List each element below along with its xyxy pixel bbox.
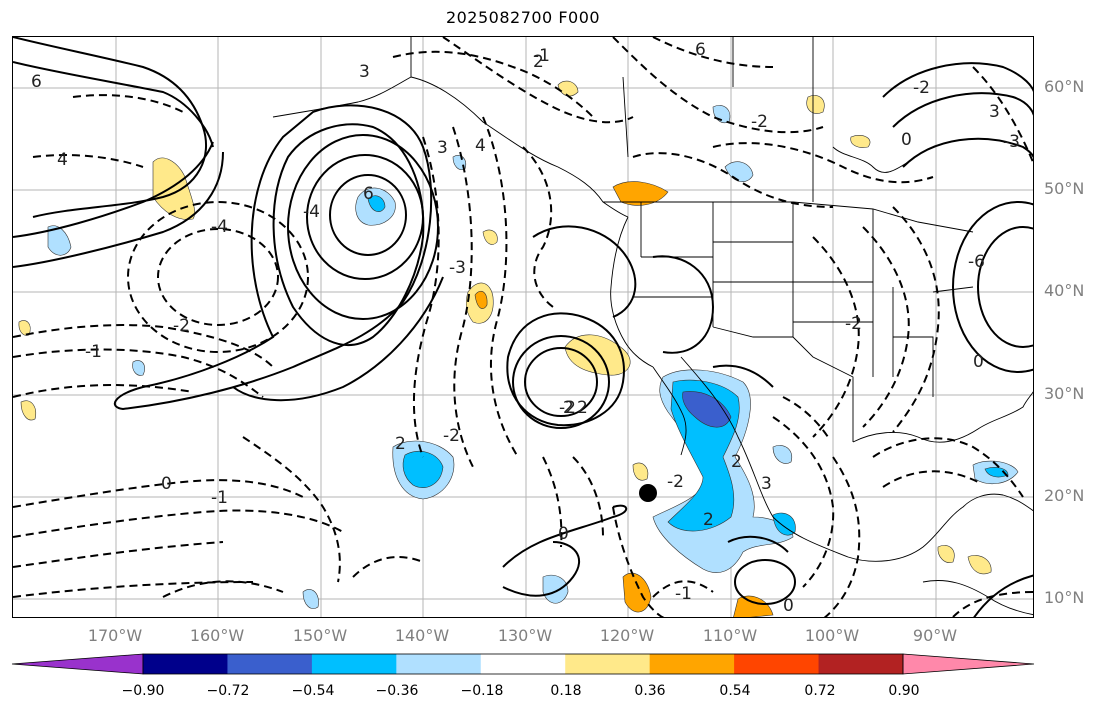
central-america-coast (922, 580, 1033, 616)
contour-label: 2 (533, 52, 544, 72)
high-atlantic (977, 226, 1033, 348)
colorbar-tick-label: 0.18 (550, 683, 582, 699)
contour-label: -4 (211, 217, 228, 237)
contour-label: 3 (989, 102, 1000, 122)
lon-label-150w: 150°W (292, 626, 348, 645)
contour-label: 0 (973, 352, 984, 372)
contour-label: -1 (85, 342, 102, 362)
colorbar-bin (311, 654, 397, 674)
high-north-pacific (329, 174, 407, 256)
map-panel: 6 3 6 0 -1 2 -2 4 3 6 -4 -2 3 -3 4 -4 2 … (12, 36, 1034, 618)
colorbar-tick-label: 0.36 (634, 683, 666, 699)
negative-contours (13, 37, 1033, 617)
contour-label: 6 (363, 184, 374, 204)
colorbar-tick-label: −0.54 (291, 683, 335, 699)
colorbar-extend-low (11, 653, 144, 675)
contour-label: -2 (913, 78, 930, 98)
shade-deep-negative (682, 391, 732, 428)
contour-label: -2 (173, 316, 190, 336)
contour-label: 4 (475, 136, 486, 156)
contour-label: -2 (751, 112, 768, 132)
lon-label-120w: 120°W (599, 626, 655, 645)
colorbar-bin (818, 654, 904, 674)
colorbar-tick-label: −0.72 (206, 683, 250, 699)
contour-label: 3 (437, 138, 448, 158)
contour-label: 2 (563, 398, 574, 418)
colorbar-extend-high (902, 653, 1035, 675)
contour-label: 6 (31, 72, 42, 92)
colorbar-tick-label: −0.36 (375, 683, 419, 699)
contour-label: 0 (558, 524, 569, 544)
contour-label: 2 (703, 510, 714, 530)
contour-label: -1 (533, 46, 550, 66)
lon-label-160w: 160°W (189, 626, 245, 645)
lon-label-130w: 130°W (497, 626, 553, 645)
contour-label: 3 (359, 62, 370, 82)
lon-label-100w: 100°W (804, 626, 860, 645)
colorbar-tick-label: 0.90 (888, 683, 920, 699)
contour-label: -3 (1003, 132, 1020, 152)
lat-label-10n: 10°N (1044, 588, 1085, 607)
map-title: 2025082700 F000 (445, 8, 601, 27)
contour-label: 4 (57, 150, 68, 170)
lon-label-110w: 110°W (702, 626, 758, 645)
lat-label-50n: 50°N (1044, 179, 1085, 198)
shade-positive-north-pacific (152, 157, 196, 220)
pacific-nw-coast (610, 216, 654, 368)
contour-label: 0 (783, 596, 794, 616)
contour-label: -2 (559, 398, 576, 418)
canada-rockies (622, 37, 814, 202)
map-canvas: 6 3 6 0 -1 2 -2 4 3 6 -4 -2 3 -3 4 -4 2 … (13, 37, 1033, 617)
contour-label: -1 (211, 488, 228, 508)
colorbar-tick-label: −0.18 (460, 683, 504, 699)
colorbar-bin (565, 654, 651, 674)
colorbar-tick-label: 0.72 (804, 683, 836, 699)
colorbar-bin (227, 654, 313, 674)
filled-shading (18, 80, 1019, 617)
contour-label: -4 (303, 202, 320, 222)
colorbar-outline (142, 653, 904, 675)
alaska-coast (410, 37, 629, 218)
contour-label: 0 (161, 474, 172, 494)
contour-label-layer: 6 3 6 0 -1 2 -2 4 3 6 -4 -2 3 -3 4 -4 2 … (31, 40, 1020, 616)
contour-label: 0 (901, 130, 912, 150)
colorbar-tick-label: −0.90 (121, 683, 165, 699)
positive-contours (13, 37, 1033, 617)
shade-west-edge (47, 225, 72, 256)
colorbar-swatches (11, 653, 1035, 675)
high-off-california (524, 347, 598, 417)
colorbar-bin (649, 654, 735, 674)
colorbar-bin (396, 654, 482, 674)
lat-label-30n: 30°N (1044, 384, 1085, 403)
contour-label: 3 (761, 474, 772, 494)
contour-label: -1 (675, 584, 692, 604)
lon-label-90w: 90°W (912, 626, 958, 645)
baja-coast (652, 366, 687, 456)
lat-label-60n: 60°N (1044, 77, 1085, 96)
shade-baja-positive (564, 334, 631, 376)
contour-label: -2 (845, 314, 862, 334)
colorbar-bin (734, 654, 820, 674)
lat-label-20n: 20°N (1044, 486, 1085, 505)
colorbar-bin (480, 654, 566, 674)
colorbar-tick-label: 0.54 (719, 683, 751, 699)
colorbar-bin (143, 654, 228, 674)
contour-label: -3 (449, 258, 466, 278)
lon-label-140w: 140°W (394, 626, 450, 645)
storm-center-marker (639, 484, 657, 502)
lon-label-170w: 170°W (87, 626, 143, 645)
contour-label: 2 (395, 434, 406, 454)
contour-label: 6 (695, 40, 706, 60)
us-canada-border (603, 201, 974, 233)
mexico-coast (680, 356, 1033, 562)
colorbar (11, 653, 1035, 675)
coastlines (272, 37, 1033, 616)
lat-label-40n: 40°N (1044, 281, 1085, 300)
contour-label: 2 (731, 452, 742, 472)
contour-label: 2 (577, 398, 588, 418)
gulf-coast (852, 391, 1033, 443)
contour-label: -2 (443, 426, 460, 446)
contour-label: -6 (968, 252, 985, 272)
contour-label: -2 (667, 472, 684, 492)
